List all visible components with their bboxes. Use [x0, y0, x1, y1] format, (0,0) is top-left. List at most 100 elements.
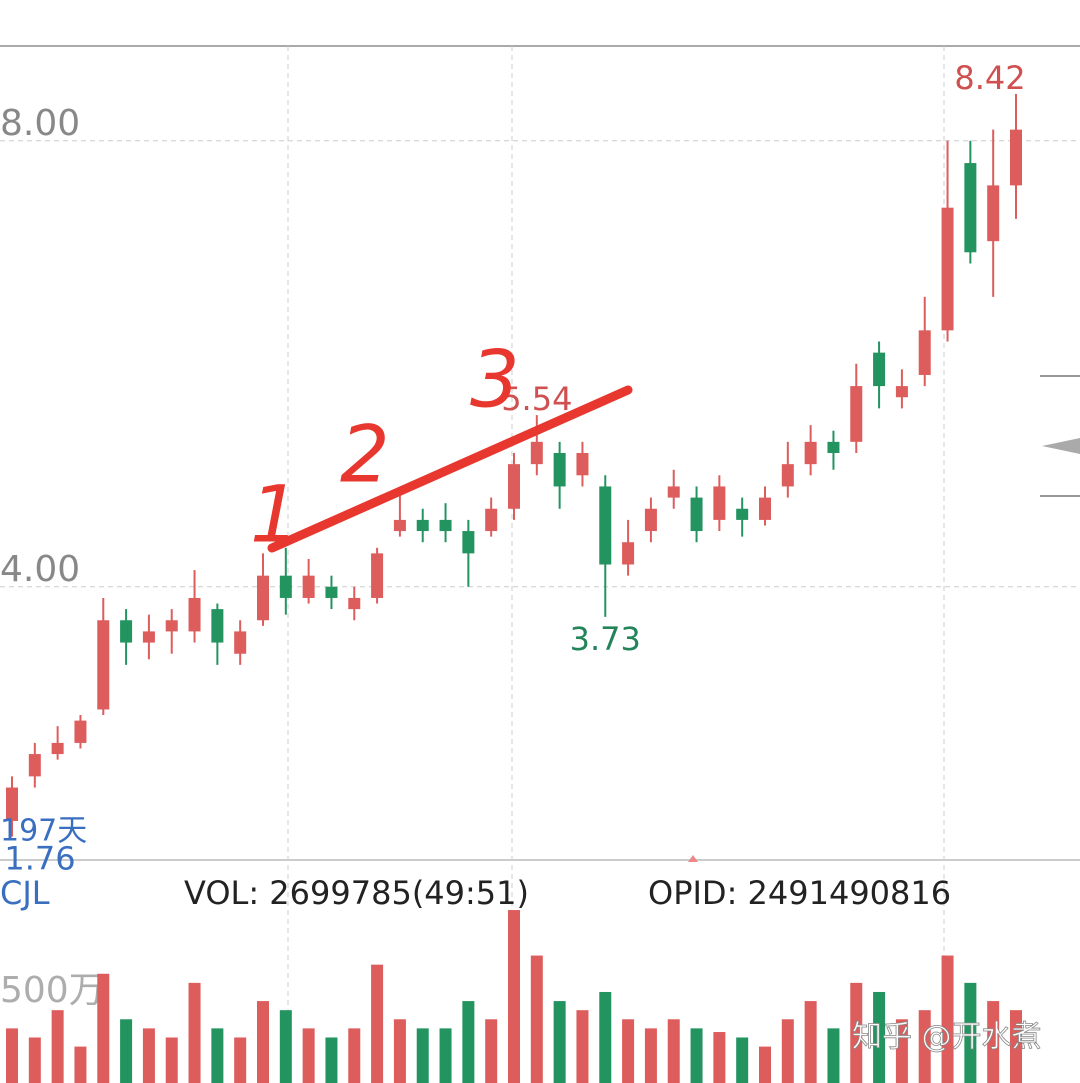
volume-bar — [257, 1001, 269, 1083]
candle-body — [462, 531, 475, 554]
candle-body — [6, 787, 18, 821]
candle-body — [804, 441, 817, 465]
candle-body — [211, 609, 224, 643]
volume-bar — [188, 982, 201, 1083]
volume-bar — [348, 1028, 361, 1083]
candle-body — [165, 620, 178, 632]
candle-body — [279, 575, 292, 598]
volume-bar — [508, 910, 520, 1083]
volume-bar — [325, 1037, 338, 1083]
volume-bar — [120, 1019, 133, 1083]
volume-bar — [895, 1019, 908, 1083]
hand-drawn-line — [267, 385, 633, 553]
candle-body — [941, 207, 954, 331]
volume-bar — [553, 1001, 566, 1083]
volume-tick-label: 500万 — [0, 970, 105, 1011]
candle-body — [416, 519, 429, 532]
candle-body — [74, 720, 87, 743]
candle-body — [302, 575, 315, 598]
candle-body — [964, 163, 977, 253]
marker — [688, 855, 698, 862]
candle-body — [622, 542, 635, 565]
candle-body — [576, 453, 589, 476]
candle-body — [371, 553, 384, 598]
candle-body — [827, 441, 840, 453]
volume-bar — [211, 1028, 224, 1083]
volume-bar — [1010, 1010, 1022, 1083]
side-arrow — [1042, 438, 1080, 454]
candle-body — [325, 586, 338, 598]
volume-bar — [622, 1019, 635, 1083]
candle-body — [736, 508, 749, 520]
candle-body — [895, 386, 908, 398]
candle-body — [508, 464, 520, 509]
volume-bar — [530, 955, 543, 1083]
candle-body — [28, 754, 41, 777]
volume-bar — [576, 1010, 589, 1083]
opid-info: OPID: 2491490816 — [648, 874, 951, 912]
volume-bar — [462, 1001, 475, 1083]
candle-body — [644, 508, 657, 532]
volume-bar — [142, 1028, 155, 1083]
volume-bar — [165, 1037, 178, 1083]
candle-body — [142, 631, 155, 643]
side-handle — [1040, 375, 1080, 497]
annotation: 5.54 — [501, 380, 572, 418]
annotation: 8.42 — [954, 59, 1025, 97]
volume-bar — [234, 1037, 247, 1083]
volume-bar — [941, 955, 954, 1083]
candle-body — [120, 620, 133, 643]
hand-number: 2 — [340, 410, 390, 500]
annotation: 1.76 — [4, 840, 75, 878]
volume-bar — [873, 991, 886, 1083]
candle-body — [439, 519, 452, 532]
volume-bar — [28, 1037, 41, 1083]
candle-body — [257, 575, 269, 621]
hand-number: 1 — [250, 470, 300, 560]
candle-body — [918, 330, 931, 375]
date-dividers — [287, 46, 945, 1083]
volume-bar — [987, 1001, 1000, 1083]
volume-bar — [667, 1019, 680, 1083]
candle-body — [393, 519, 406, 532]
candle-body — [530, 441, 543, 465]
volume-info: VOL: 2699785(49:51) — [184, 874, 529, 912]
candle-body — [51, 742, 64, 755]
candle-body — [553, 453, 566, 487]
volume-bar — [416, 1028, 429, 1083]
candle-body — [987, 185, 1000, 242]
annotation: 3.73 — [570, 620, 641, 658]
volume-bar — [279, 1010, 292, 1083]
candle-body — [850, 386, 863, 442]
volume-bar — [759, 1046, 771, 1083]
volume-bar — [713, 1032, 726, 1083]
volume-bar — [850, 982, 863, 1083]
volume-bar — [918, 1010, 931, 1083]
candle-body — [348, 597, 361, 610]
watermark: 知乎 @开水煮 — [852, 1020, 1042, 1055]
volume-bar — [74, 1046, 87, 1083]
plot: 4.00 8.00 8.42 5.54 3.73 1.76 500万 — [0, 59, 1080, 1083]
y-tick-label: 4.00 — [0, 549, 80, 590]
volume-bar — [804, 1001, 817, 1083]
candle-body — [1010, 129, 1022, 186]
candle-body — [599, 486, 612, 565]
volume-title: CJL — [0, 874, 50, 912]
volume-bar — [371, 964, 384, 1083]
volume-bar — [644, 1028, 657, 1083]
candle-body — [188, 597, 201, 632]
candle-body — [759, 497, 771, 520]
volume-bar — [6, 1028, 18, 1083]
candle-body — [234, 631, 247, 654]
volume-bar — [781, 1019, 794, 1083]
volume-bar — [302, 1028, 315, 1083]
volume-bar — [97, 973, 110, 1083]
volume-bar — [736, 1037, 749, 1083]
period-label: 197天 — [0, 814, 87, 849]
volume-bar — [964, 982, 977, 1083]
volume-bar — [599, 991, 612, 1083]
candle-body — [713, 486, 726, 520]
candle-body — [485, 508, 498, 532]
candle-body — [97, 620, 110, 710]
